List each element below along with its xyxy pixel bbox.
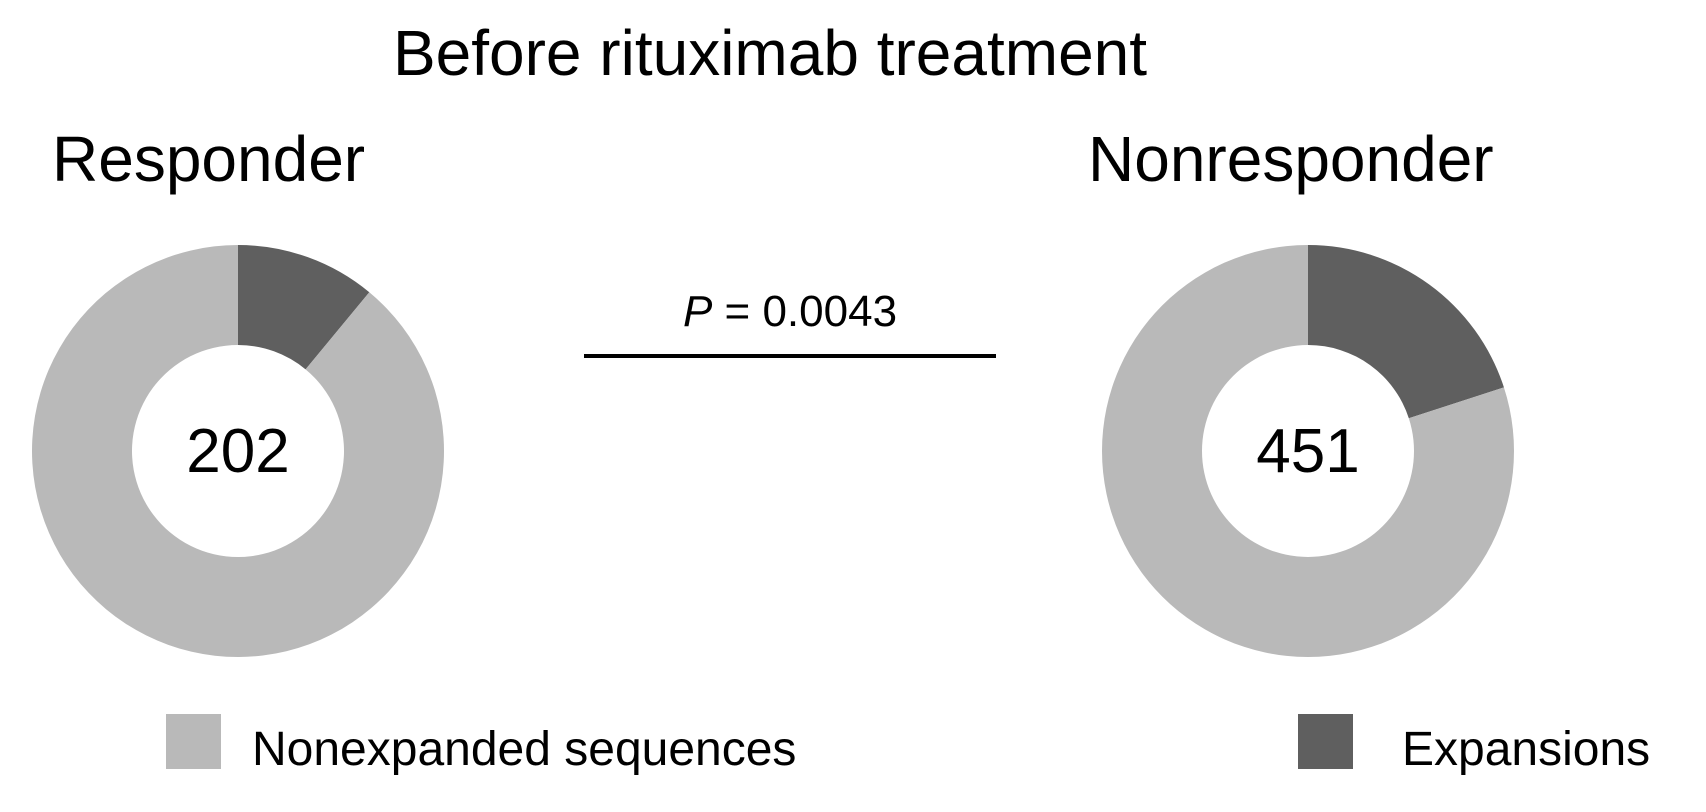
- nonresponder-total-label: 451: [1256, 417, 1359, 486]
- p-value-text: = 0.0043: [712, 287, 897, 336]
- nonresponder-title: Nonresponder: [1088, 123, 1494, 195]
- responder-donut: [32, 245, 445, 658]
- figure-title: Before rituximab treatment: [393, 17, 1147, 89]
- legend-swatch-expansions: [1298, 714, 1353, 769]
- p-value-label: P = 0.0043: [683, 287, 897, 336]
- donut-slice-expansions: [1308, 245, 1504, 419]
- legend-label-expansions: Expansions: [1402, 723, 1650, 776]
- donut-slice-expansions: [238, 245, 370, 370]
- legend-swatch-nonexpanded: [166, 714, 221, 769]
- nonresponder-donut: [1101, 245, 1514, 657]
- responder-total-label: 202: [186, 417, 289, 486]
- donut-slice-nonexpanded-sequences: [1101, 245, 1514, 657]
- legend-label-nonexpanded: Nonexpanded sequences: [252, 723, 796, 776]
- responder-title: Responder: [52, 123, 365, 195]
- p-value-symbol: P: [683, 287, 713, 336]
- donut-slice-nonexpanded-sequences: [32, 245, 445, 658]
